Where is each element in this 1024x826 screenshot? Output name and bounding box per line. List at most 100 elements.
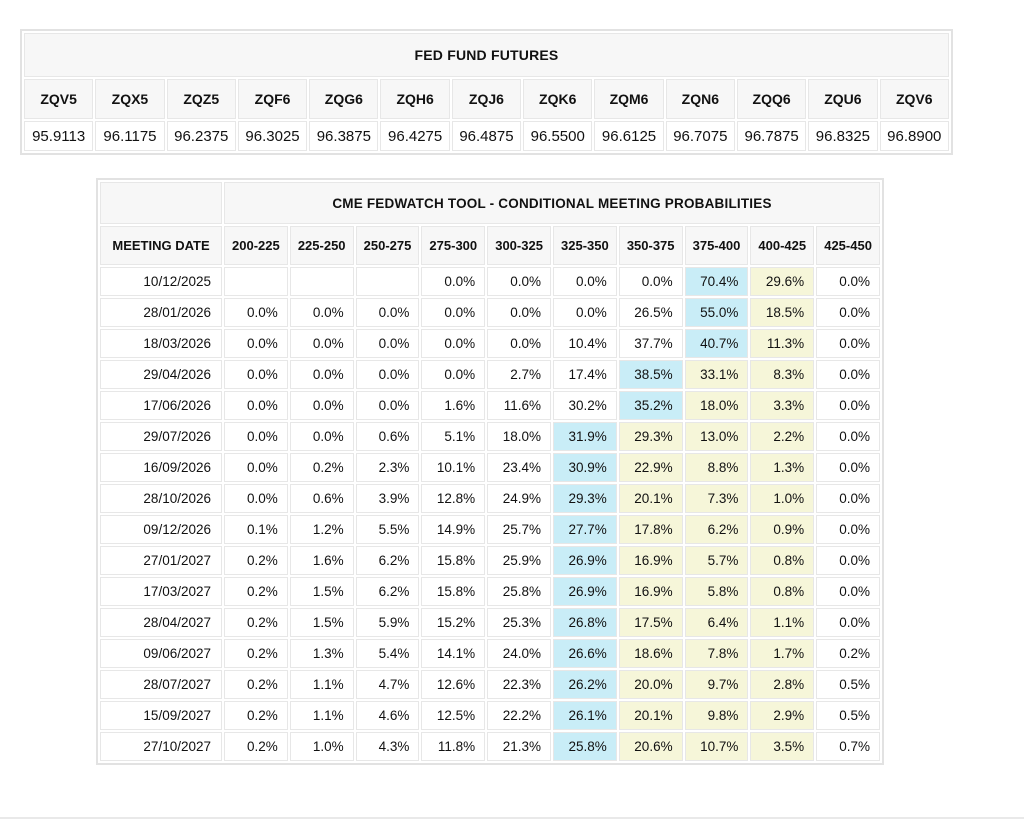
probability-cell: 0.0% (289, 422, 354, 451)
probability-cell: 0.0% (816, 422, 880, 451)
probability-cell: 0.0% (355, 329, 420, 358)
probability-cell: 2.8% (750, 670, 815, 699)
probability-cell: 22.3% (487, 670, 551, 699)
meeting-row: 09/12/2026 0.1% 1.2% 5.5% 14.9% 25.7% 27.7% 17.… (100, 515, 880, 544)
probability-cell: 18.0% (487, 422, 551, 451)
probability-cell: 30.9% (552, 453, 617, 482)
probability-cell: 1.1% (289, 670, 354, 699)
probability-cell: 10.4% (552, 329, 617, 358)
probability-cell: 25.8% (552, 732, 617, 761)
probability-cell: 0.0% (289, 298, 354, 327)
probability-cell: 0.0% (289, 391, 354, 420)
probability-cell: 6.2% (355, 577, 420, 606)
probability-cell: 0.0% (224, 422, 288, 451)
rate-range-header: 200-225 (224, 226, 288, 265)
rate-range-header: 300-325 (487, 226, 551, 265)
meeting-date-cell: 17/06/2026 (100, 391, 222, 420)
probability-cell: 0.2% (224, 639, 288, 668)
probability-cell: 0.0% (355, 298, 420, 327)
probability-cell: 11.8% (421, 732, 486, 761)
futures-price-cell: 96.1175 (95, 121, 165, 151)
probability-cell: 0.0% (421, 267, 486, 296)
probability-cell: 5.7% (684, 546, 749, 575)
probability-cell: 0.0% (552, 298, 617, 327)
probability-cell: 30.2% (552, 391, 617, 420)
probability-cell: 6.4% (684, 608, 749, 637)
probability-cell (289, 267, 354, 296)
probability-cell: 10.1% (421, 453, 486, 482)
probability-cell: 0.1% (224, 515, 288, 544)
probability-cell: 0.2% (224, 577, 288, 606)
rate-range-header: 350-375 (618, 226, 683, 265)
probability-cell: 0.0% (224, 329, 288, 358)
probability-cell: 6.2% (355, 546, 420, 575)
futures-symbol-header: ZQV6 (879, 79, 949, 119)
probability-cell: 16.9% (618, 577, 683, 606)
rate-range-header: 375-400 (684, 226, 749, 265)
probability-cell (355, 267, 420, 296)
meeting-date-cell: 28/07/2027 (100, 670, 222, 699)
rate-range-header: 225-250 (289, 226, 354, 265)
meeting-date-cell: 29/07/2026 (100, 422, 222, 451)
probability-cell: 0.6% (355, 422, 420, 451)
probability-cell: 1.6% (421, 391, 486, 420)
probability-cell: 0.6% (289, 484, 354, 513)
futures-symbol-header: ZQJ6 (451, 79, 522, 119)
futures-table-title: FED FUND FUTURES (24, 33, 949, 77)
probability-cell: 0.8% (750, 577, 815, 606)
futures-symbol-header: ZQF6 (237, 79, 308, 119)
probability-cell: 9.8% (684, 701, 749, 730)
probability-cell: 0.2% (224, 670, 288, 699)
probability-cell: 0.0% (816, 608, 880, 637)
futures-price-cell: 96.7875 (736, 121, 807, 151)
probability-cell: 1.0% (289, 732, 354, 761)
meeting-row: 17/06/2026 0.0% 0.0% 0.0% 1.6% 11.6% 30.2% 35.2… (100, 391, 880, 420)
probability-cell: 26.6% (552, 639, 617, 668)
meeting-row: 18/03/2026 0.0% 0.0% 0.0% 0.0% 0.0% 10.4% 37.7%… (100, 329, 880, 358)
probability-cell: 0.0% (289, 360, 354, 389)
probability-cell: 2.2% (750, 422, 815, 451)
futures-symbol-header: ZQV5 (24, 79, 94, 119)
probability-cell: 33.1% (684, 360, 749, 389)
probability-cell: 24.9% (487, 484, 551, 513)
probability-cell: 26.8% (552, 608, 617, 637)
probability-cell: 0.0% (552, 267, 617, 296)
probability-cell: 8.8% (684, 453, 749, 482)
probability-cell: 20.1% (618, 701, 683, 730)
probability-cell: 17.4% (552, 360, 617, 389)
probability-cell: 20.1% (618, 484, 683, 513)
probability-cell: 15.8% (421, 577, 486, 606)
meeting-date-cell: 10/12/2025 (100, 267, 222, 296)
futures-title-row: FED FUND FUTURES (24, 33, 949, 77)
meeting-row: 29/07/2026 0.0% 0.0% 0.6% 5.1% 18.0% 31.9% 29.3… (100, 422, 880, 451)
probability-cell: 10.7% (684, 732, 749, 761)
probability-cell: 21.3% (487, 732, 551, 761)
probability-cell: 29.6% (750, 267, 815, 296)
rate-range-header: 425-450 (816, 226, 880, 265)
meeting-row: 28/04/2027 0.2% 1.5% 5.9% 15.2% 25.3% 26.8% 17.… (100, 608, 880, 637)
probability-cell: 25.9% (487, 546, 551, 575)
probability-cell: 0.0% (355, 360, 420, 389)
probability-cell: 25.7% (487, 515, 551, 544)
probability-cell: 3.3% (750, 391, 815, 420)
probability-cell: 1.1% (289, 701, 354, 730)
probability-cell: 55.0% (684, 298, 749, 327)
probability-cell: 0.7% (816, 732, 880, 761)
probability-cell: 1.5% (289, 608, 354, 637)
fedwatch-title-row: CME FEDWATCH TOOL - CONDITIONAL MEETING … (100, 182, 880, 224)
meeting-row: 10/12/2025 0.0% 0.0% 0.0% 0.0% 70.4% 29.6% 0.0% (100, 267, 880, 296)
probability-cell: 29.3% (618, 422, 683, 451)
probability-cell: 1.1% (750, 608, 815, 637)
probability-cell: 0.0% (618, 267, 683, 296)
futures-price-cell: 96.3025 (237, 121, 308, 151)
probability-cell: 0.9% (750, 515, 815, 544)
futures-symbol-header: ZQZ5 (166, 79, 236, 119)
meeting-date-cell: 16/09/2026 (100, 453, 222, 482)
probability-cell: 11.3% (750, 329, 815, 358)
probability-cell: 0.0% (816, 391, 880, 420)
futures-symbol-header: ZQN6 (665, 79, 735, 119)
probability-cell: 0.0% (816, 515, 880, 544)
probability-cell: 18.0% (684, 391, 749, 420)
meeting-row: 28/07/2027 0.2% 1.1% 4.7% 12.6% 22.3% 26.2% 20.… (100, 670, 880, 699)
